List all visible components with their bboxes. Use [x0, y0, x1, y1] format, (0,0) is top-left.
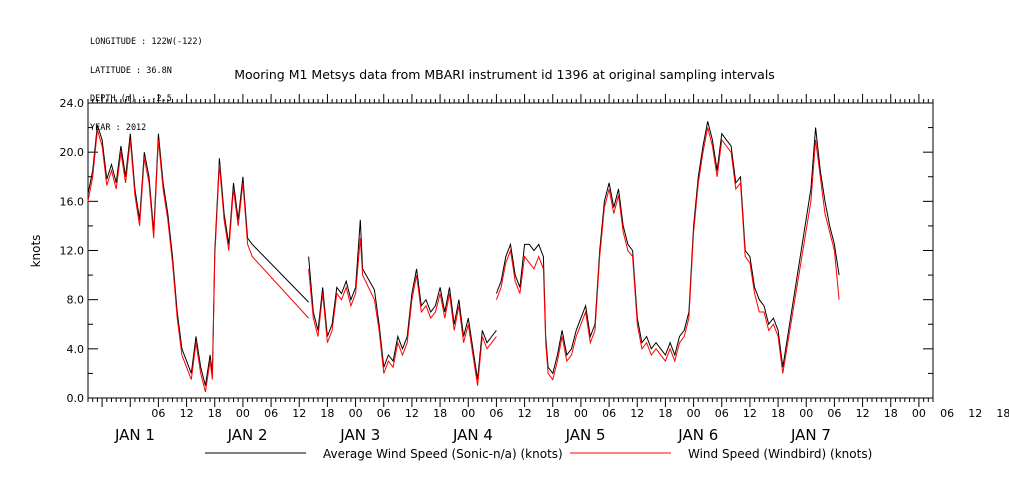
day-label: JAN 1 [114, 426, 155, 444]
series-line-average-wind [495, 121, 840, 375]
legend: Average Wind Speed (Sonic-n/a) (knots) W… [205, 447, 872, 461]
series-line-windbird [495, 127, 840, 381]
y-tick-label: 24.0 [60, 97, 85, 110]
x-tick-label: 00 [574, 407, 588, 420]
x-tick-label: 06 [940, 407, 954, 420]
series-line-windbird [87, 129, 309, 393]
x-tick-label: 18 [996, 407, 1009, 420]
y-tick-label: 4.0 [67, 343, 85, 356]
y-tick-label: 12.0 [60, 245, 85, 258]
y-tick-label: 0.0 [67, 392, 85, 405]
x-tick-label: 18 [433, 407, 447, 420]
day-label: JAN 3 [339, 426, 380, 444]
x-tick-label: 18 [208, 407, 222, 420]
y-tick-label: 8.0 [67, 294, 85, 307]
x-tick-label: 00 [912, 407, 926, 420]
metadata-block: LONGITUDE : 122W(-122) LATITUDE : 36.8N … [90, 19, 203, 143]
x-tick-label: 12 [743, 407, 757, 420]
x-tick-label: 12 [405, 407, 419, 420]
day-label: JAN 6 [677, 426, 718, 444]
longitude-label: LONGITUDE : 122W(-122) [90, 37, 203, 47]
x-tick-label: 06 [715, 407, 729, 420]
x-tick-label: 12 [630, 407, 644, 420]
x-tick-label: 06 [264, 407, 278, 420]
series-layer [87, 121, 840, 393]
x-tick-label: 12 [518, 407, 532, 420]
day-label: JAN 5 [565, 426, 606, 444]
x-tick-label: 06 [377, 407, 391, 420]
x-tick-label: 18 [771, 407, 785, 420]
x-tick-label: 18 [546, 407, 560, 420]
y-axis-label: knots [29, 235, 43, 268]
y-tick-label: 16.0 [60, 195, 85, 208]
series-line-windbird [308, 238, 497, 386]
x-tick-label: 06 [489, 407, 503, 420]
x-tick-label: 00 [687, 407, 701, 420]
year-label: YEAR : 2012 [90, 122, 147, 133]
series-line-average-wind [308, 219, 497, 380]
x-tick-label: 18 [884, 407, 898, 420]
x-tick-label: 06 [827, 407, 841, 420]
chart-axes: 0.0 4.0 8.0 12.0 16.0 20.0 24.0 06 12 18 00 06 12 18 0… [60, 94, 1009, 444]
x-tick-label: 00 [461, 407, 475, 420]
x-tick-label: 06 [602, 407, 616, 420]
series-line-average-wind [87, 124, 309, 386]
latitude-label: LATITUDE : 36.8N [90, 65, 172, 76]
legend-label-windbird: Wind Speed (Windbird) (knots) [688, 447, 872, 461]
x-tick-label: 00 [799, 407, 813, 420]
depth-label: DEPTH (m) : -2.5 [90, 94, 172, 104]
x-tick-label: 00 [349, 407, 363, 420]
day-label: JAN 7 [790, 426, 831, 444]
day-label: JAN 2 [227, 426, 268, 444]
x-tick-label: 12 [856, 407, 870, 420]
x-tick-label: 18 [658, 407, 672, 420]
chart-title: Mooring M1 Metsys data from MBARI instru… [234, 67, 775, 82]
x-tick-label: 12 [292, 407, 306, 420]
x-tick-label: 12 [180, 407, 194, 420]
day-label: JAN 4 [452, 426, 493, 444]
x-tick-label: 06 [151, 407, 165, 420]
x-tick-label: 12 [968, 407, 982, 420]
y-tick-label: 20.0 [60, 146, 85, 159]
x-tick-label: 00 [236, 407, 250, 420]
x-tick-label: 18 [320, 407, 334, 420]
legend-label-average-wind: Average Wind Speed (Sonic-n/a) (knots) [323, 447, 563, 461]
